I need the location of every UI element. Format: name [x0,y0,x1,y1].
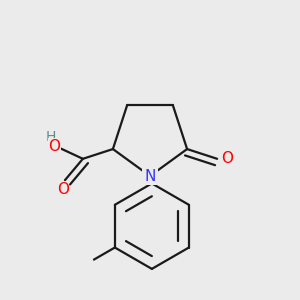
Text: O: O [222,151,234,166]
Text: O: O [49,139,61,154]
Text: H: H [45,130,56,144]
Text: N: N [144,169,156,184]
Text: O: O [57,182,69,197]
